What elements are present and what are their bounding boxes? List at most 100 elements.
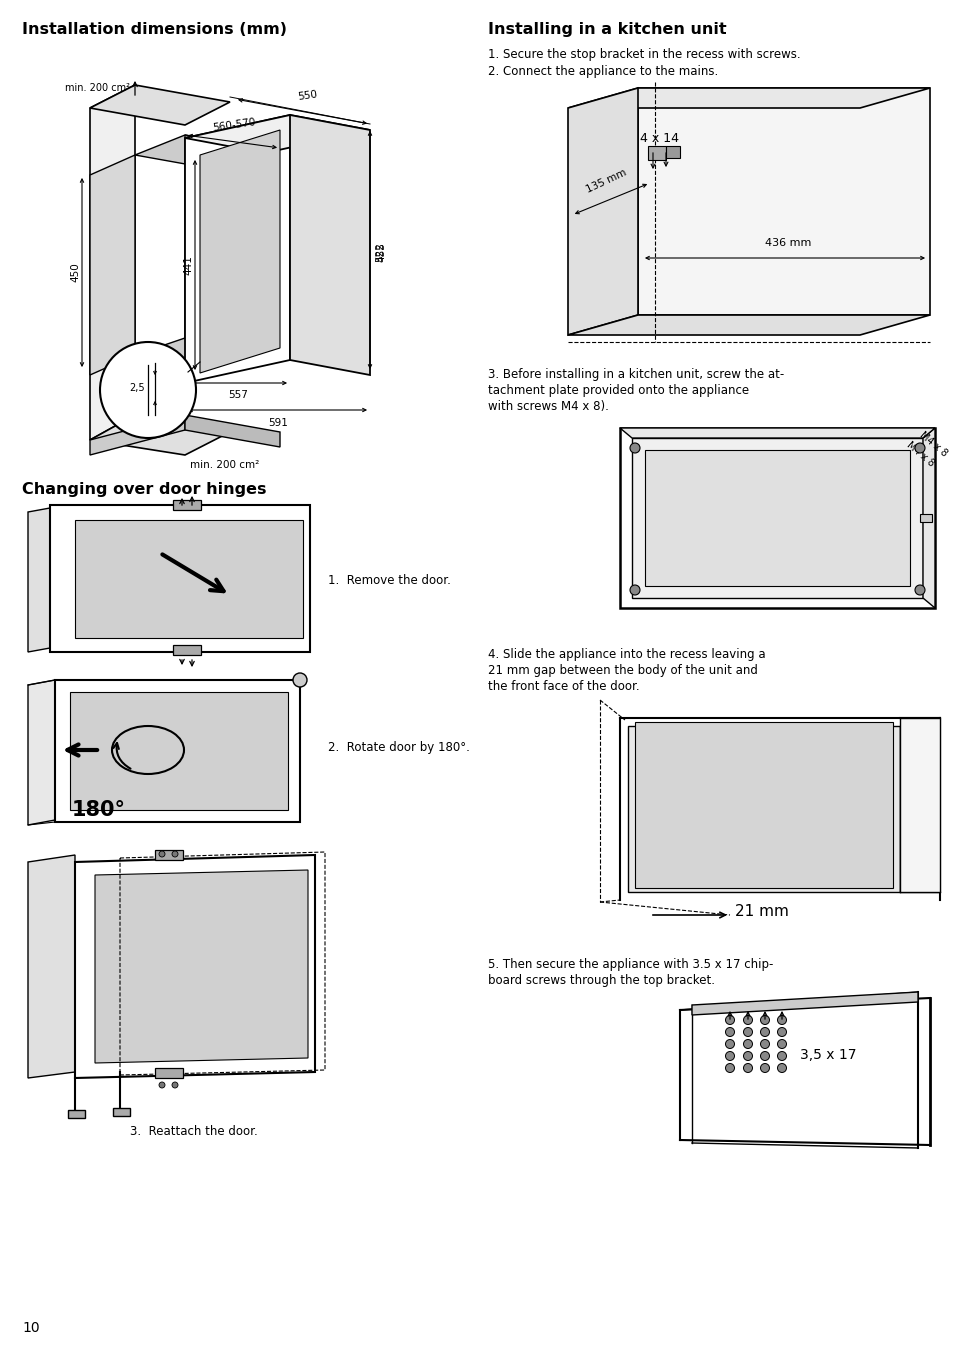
Polygon shape: [90, 414, 230, 455]
Circle shape: [760, 1052, 769, 1061]
Text: the front face of the door.: the front face of the door.: [488, 680, 639, 693]
Text: 3. Before installing in a kitchen unit, screw the at-: 3. Before installing in a kitchen unit, …: [488, 369, 783, 381]
Text: 522: 522: [375, 242, 385, 262]
Polygon shape: [95, 869, 308, 1062]
Circle shape: [742, 1027, 752, 1037]
Text: 591: 591: [268, 418, 288, 428]
Text: min. 200 cm²: min. 200 cm²: [65, 82, 130, 93]
Polygon shape: [55, 680, 299, 822]
Circle shape: [914, 585, 924, 595]
Bar: [647, 146, 665, 161]
Text: with screws M4 x 8).: with screws M4 x 8).: [488, 400, 608, 413]
Text: 5. Then secure the appliance with 3.5 x 17 chip-: 5. Then secure the appliance with 3.5 x …: [488, 958, 773, 971]
Circle shape: [760, 1064, 769, 1072]
Polygon shape: [200, 130, 280, 373]
Text: 1. Secure the stop bracket in the recess with screws.: 1. Secure the stop bracket in the recess…: [488, 49, 800, 61]
Polygon shape: [619, 428, 934, 437]
Polygon shape: [90, 85, 230, 126]
Bar: [154, 850, 183, 860]
Text: 1.  Remove the door.: 1. Remove the door.: [328, 574, 451, 586]
Text: 557: 557: [228, 390, 248, 400]
Circle shape: [159, 850, 165, 857]
Polygon shape: [68, 1110, 85, 1118]
Polygon shape: [112, 1108, 130, 1116]
Circle shape: [293, 674, 307, 687]
Circle shape: [724, 1052, 734, 1061]
Polygon shape: [644, 450, 909, 586]
Polygon shape: [28, 855, 75, 1079]
Circle shape: [777, 1015, 785, 1025]
Text: 441: 441: [183, 255, 193, 275]
Polygon shape: [90, 155, 135, 375]
Text: Installing in a kitchen unit: Installing in a kitchen unit: [488, 22, 726, 36]
Text: 10: 10: [22, 1322, 40, 1335]
Text: min. 200 cm²: min. 200 cm²: [191, 460, 259, 470]
Bar: [919, 514, 931, 522]
Polygon shape: [135, 135, 280, 171]
Text: M4 x 8: M4 x 8: [917, 431, 948, 459]
Polygon shape: [185, 115, 370, 153]
Bar: [172, 645, 201, 655]
Polygon shape: [75, 520, 303, 639]
Polygon shape: [627, 726, 899, 892]
Polygon shape: [185, 414, 280, 447]
Text: 450: 450: [70, 262, 80, 282]
Circle shape: [914, 443, 924, 454]
Bar: [172, 500, 201, 510]
Polygon shape: [567, 88, 638, 335]
Circle shape: [742, 1040, 752, 1049]
Bar: [154, 1068, 183, 1079]
Text: 455: 455: [375, 242, 386, 262]
Circle shape: [777, 1064, 785, 1072]
Circle shape: [172, 1081, 178, 1088]
Text: Installation dimensions (mm): Installation dimensions (mm): [22, 22, 287, 36]
Polygon shape: [185, 135, 280, 355]
Text: 21 mm gap between the body of the unit and: 21 mm gap between the body of the unit a…: [488, 664, 757, 676]
Polygon shape: [28, 508, 50, 652]
Polygon shape: [90, 85, 135, 440]
Circle shape: [742, 1052, 752, 1061]
Circle shape: [777, 1040, 785, 1049]
Polygon shape: [567, 315, 929, 335]
Text: Changing over door hinges: Changing over door hinges: [22, 482, 266, 497]
Text: tachment plate provided onto the appliance: tachment plate provided onto the applian…: [488, 383, 748, 397]
Polygon shape: [691, 992, 917, 1015]
Circle shape: [629, 585, 639, 595]
Circle shape: [760, 1040, 769, 1049]
Circle shape: [159, 1081, 165, 1088]
Polygon shape: [635, 722, 892, 888]
Polygon shape: [923, 428, 934, 608]
Circle shape: [777, 1052, 785, 1061]
Bar: [665, 146, 679, 158]
Circle shape: [760, 1027, 769, 1037]
Polygon shape: [567, 88, 929, 108]
Polygon shape: [135, 338, 280, 373]
Text: 4. Slide the appliance into the recess leaving a: 4. Slide the appliance into the recess l…: [488, 648, 765, 662]
Text: 3,5 x 17: 3,5 x 17: [800, 1048, 856, 1062]
Polygon shape: [50, 505, 310, 652]
Polygon shape: [185, 115, 290, 383]
Text: 2,5: 2,5: [130, 383, 145, 393]
Text: 3.  Reattach the door.: 3. Reattach the door.: [130, 1125, 257, 1138]
Polygon shape: [631, 437, 923, 598]
Circle shape: [724, 1064, 734, 1072]
Text: 21 mm: 21 mm: [734, 904, 788, 919]
Text: 436 mm: 436 mm: [764, 238, 810, 248]
Polygon shape: [70, 693, 288, 810]
Circle shape: [100, 342, 195, 437]
Polygon shape: [75, 855, 314, 1079]
Circle shape: [777, 1027, 785, 1037]
Polygon shape: [290, 115, 370, 375]
Circle shape: [742, 1015, 752, 1025]
Text: board screws through the top bracket.: board screws through the top bracket.: [488, 973, 714, 987]
Circle shape: [742, 1064, 752, 1072]
Text: 2. Connect the appliance to the mains.: 2. Connect the appliance to the mains.: [488, 65, 718, 78]
Circle shape: [172, 850, 178, 857]
Circle shape: [629, 443, 639, 454]
Circle shape: [724, 1015, 734, 1025]
Text: 180°: 180°: [71, 801, 126, 819]
Circle shape: [724, 1027, 734, 1037]
Text: M4 x 8: M4 x 8: [904, 440, 936, 468]
Polygon shape: [28, 680, 55, 825]
Circle shape: [724, 1040, 734, 1049]
